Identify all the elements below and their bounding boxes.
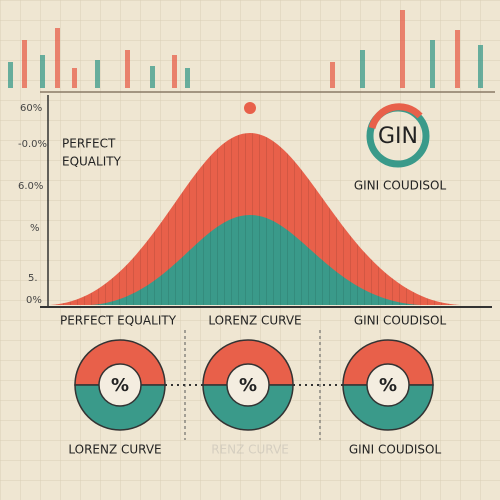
circle-top [74,339,166,386]
axis-label: 5. [28,273,38,284]
axis-caption: PERFECT EQUALITY [60,314,177,328]
axis-label: 6.0% [18,181,43,192]
logo-text: GIN [378,124,418,149]
circle-bottom [342,384,434,431]
circle-top [202,339,294,386]
circle-center [226,363,270,407]
left-label: EQUALITY [62,155,122,169]
bottom-label: RENZ CURVE [211,443,289,457]
axis-label: % [30,223,40,234]
circle-bottom [74,384,166,431]
axis-caption: LORENZ CURVE [208,314,301,328]
axis-caption: GINI COUDISOL [354,314,447,328]
circle-bottom [202,384,294,431]
circle-top [342,339,434,386]
top-bars [8,10,483,88]
circle-symbol: % [239,375,257,396]
right-label: GINI COUDISOL [354,179,447,193]
axis-label: -0.0% [18,139,47,150]
bottom-label: GINI COUDISOL [349,443,442,457]
axis-label: 0% [26,295,42,306]
circle-center [366,363,410,407]
left-label: PERFECT [62,137,116,151]
axis-label: 60% [20,103,42,114]
bottom-label: LORENZ CURVE [68,443,161,457]
circle-symbol: % [379,375,397,396]
logo: GIN [366,103,430,168]
circle-center [98,363,142,407]
circle-symbol: % [111,375,129,396]
marker [244,102,256,114]
